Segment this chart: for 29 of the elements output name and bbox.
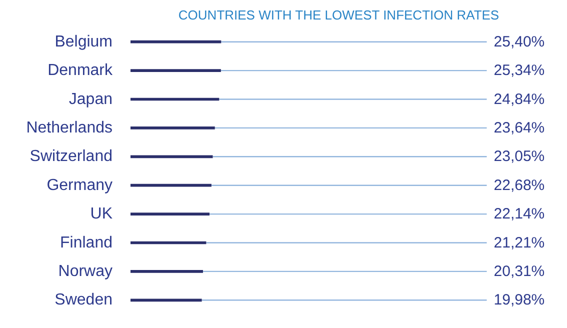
y-tick-label: Denmark: [48, 62, 114, 80]
bar: [130, 212, 210, 216]
data-label: 25,34%: [494, 62, 545, 80]
data-label: 21,21%: [494, 234, 545, 252]
bar: [130, 40, 222, 44]
bar: [130, 155, 213, 158]
data-label: 19,98%: [494, 292, 545, 309]
y-tick-label: Norway: [58, 262, 112, 280]
y-tick-label: Japan: [68, 90, 112, 108]
data-label: 23,64%: [494, 119, 545, 136]
y-tick-label: Belgium: [54, 33, 113, 50]
y-tick-label: Netherlands: [26, 119, 113, 136]
y-tick-label: Switzerland: [30, 148, 112, 166]
bar: [130, 69, 221, 72]
bar: [130, 126, 215, 130]
text: COUNTRIES WITH THE LOWEST INFECTION RATES: [178, 8, 500, 22]
data-label: 23,05%: [494, 148, 545, 166]
data-label: 20,31%: [494, 262, 545, 280]
data-label: 22,68%: [494, 176, 545, 194]
y-tick-label: Finland: [60, 234, 113, 252]
data-label: 24,84%: [494, 90, 545, 108]
y-tick-label: UK: [90, 206, 113, 223]
data-label: 22,14%: [494, 206, 545, 223]
bar: [130, 270, 203, 273]
data-label: 25,40%: [494, 33, 545, 50]
bar: [130, 184, 212, 187]
y-tick-label: Sweden: [54, 292, 113, 309]
y-tick-label: Germany: [46, 176, 112, 194]
bar: [130, 298, 202, 302]
